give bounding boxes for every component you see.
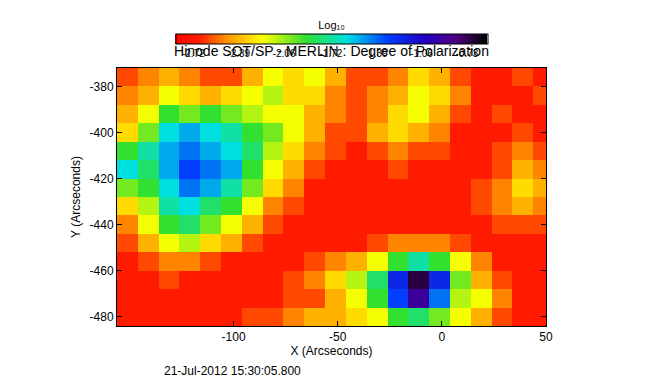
svg-text:-50: -50 [329,330,347,344]
svg-text:-1.72: -1.72 [319,48,342,59]
svg-text:-1.39: -1.39 [365,48,388,59]
svg-text:-0.73: -0.73 [455,48,478,59]
svg-text:-2.06: -2.06 [273,48,296,59]
svg-text:-460: -460 [90,264,114,278]
svg-text:-2.72: -2.72 [182,48,205,59]
svg-text:-440: -440 [90,218,114,232]
svg-text:-480: -480 [90,310,114,324]
svg-text:-1.06: -1.06 [410,48,433,59]
svg-text:Log₁₀: Log₁₀ [318,19,345,31]
svg-text:21-Jul-2012 15:30:05.800: 21-Jul-2012 15:30:05.800 [164,364,301,378]
svg-text:-420: -420 [90,172,114,186]
svg-text:-380: -380 [90,80,114,94]
svg-text:-100: -100 [222,330,246,344]
svg-text:-400: -400 [90,126,114,140]
svg-text:X (Arcseconds): X (Arcseconds) [290,344,372,358]
svg-text:Y (Arcseconds): Y (Arcseconds) [69,156,83,238]
svg-text:-2.39: -2.39 [227,48,250,59]
svg-text:50: 50 [539,330,553,344]
svg-text:0: 0 [439,330,446,344]
svg-text:Hinode SOT/SP - MERLIN : Degre: Hinode SOT/SP - MERLIN : Degree of Polar… [174,43,489,59]
